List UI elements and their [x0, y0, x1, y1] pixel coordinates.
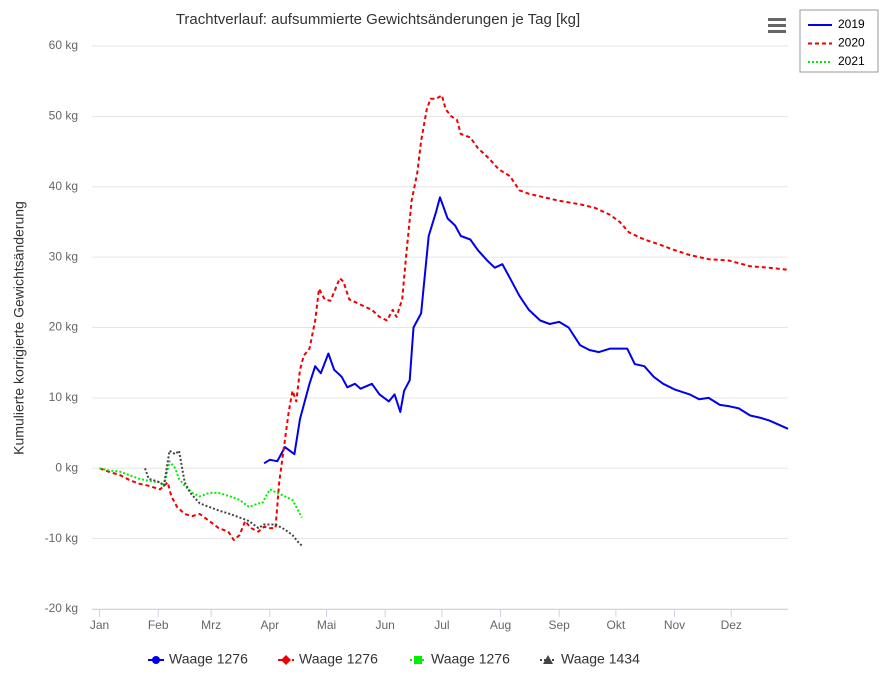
y-tick-label: -10 kg [45, 531, 78, 545]
x-tick-label: Mai [317, 618, 336, 632]
x-tick-label: Jul [434, 618, 449, 632]
year-legend-label: 2021 [838, 54, 865, 68]
x-tick-label: Apr [260, 618, 279, 632]
chart-title: Trachtverlauf: aufsummierte Gewichtsände… [176, 11, 580, 28]
y-tick-label: -20 kg [45, 601, 78, 615]
legend-label: Waage 1276 [169, 651, 248, 667]
year-legend-label: 2019 [838, 17, 865, 31]
legend-marker [414, 656, 422, 664]
menu-button[interactable] [768, 18, 786, 33]
y-tick-label: 20 kg [49, 320, 78, 334]
y-axis-title: Kumulierte korrigierte Gewichtsänderung [11, 201, 27, 455]
x-tick-label: Jun [375, 618, 394, 632]
menu-bar [768, 30, 786, 33]
legend-label: Waage 1276 [299, 651, 378, 667]
menu-bar [768, 24, 786, 27]
x-tick-label: Feb [148, 618, 169, 632]
data-line [144, 449, 303, 547]
data-line [99, 460, 303, 518]
y-tick-label: 60 kg [49, 38, 78, 52]
menu-bar [768, 18, 786, 21]
x-tick-label: Aug [490, 618, 511, 632]
year-legend-label: 2020 [838, 36, 865, 50]
legend-marker [152, 656, 160, 664]
x-tick-label: Mrz [201, 618, 221, 632]
legend-item[interactable]: Waage 1434 [540, 651, 640, 667]
y-tick-label: 40 kg [49, 179, 78, 193]
legend-item[interactable]: Waage 1276 [410, 651, 510, 667]
x-tick-label: Sep [548, 618, 570, 632]
y-tick-label: 0 kg [55, 460, 78, 474]
legend-label: Waage 1276 [431, 651, 510, 667]
data-line [263, 196, 789, 465]
x-tick-label: Okt [607, 618, 626, 632]
legend-marker [543, 655, 553, 664]
legend-item[interactable]: Waage 1276 [278, 651, 378, 667]
y-tick-label: 50 kg [49, 109, 78, 123]
y-tick-label: 10 kg [49, 390, 78, 404]
y-tick-label: 30 kg [49, 249, 78, 263]
x-tick-label: Jan [90, 618, 109, 632]
legend-marker [281, 655, 291, 665]
x-tick-label: Nov [664, 618, 685, 632]
x-tick-label: Dez [721, 618, 742, 632]
legend-item[interactable]: Waage 1276 [148, 651, 248, 667]
legend-label: Waage 1434 [561, 651, 640, 667]
